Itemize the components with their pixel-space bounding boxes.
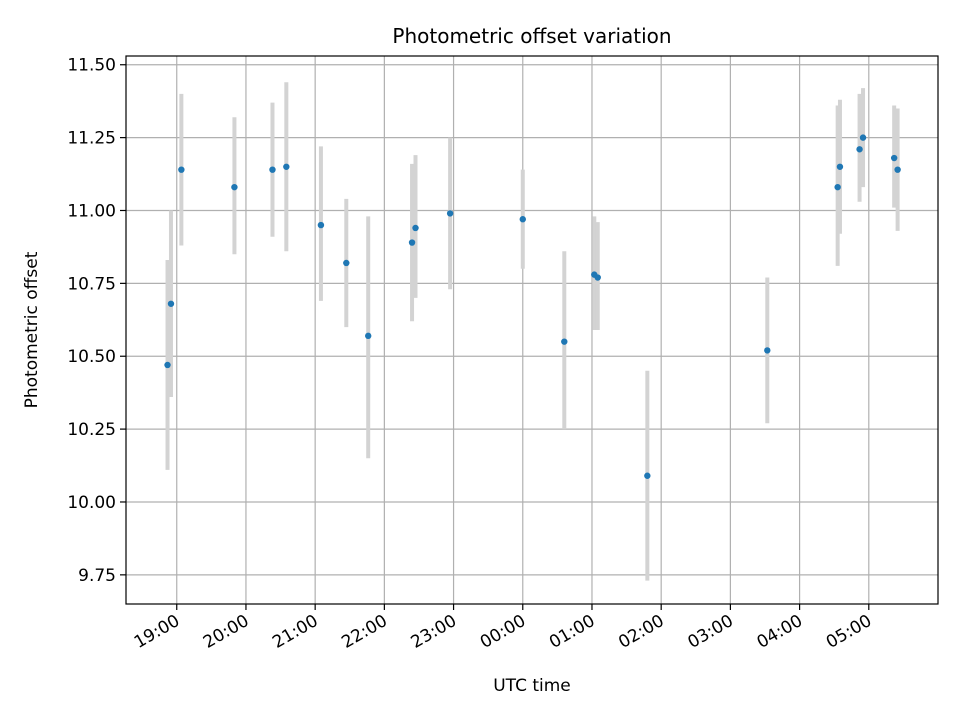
data-point <box>164 361 171 369</box>
data-point <box>561 338 568 345</box>
y-tick-label: 11.00 <box>67 201 116 221</box>
data-point <box>412 224 419 232</box>
data-point <box>834 183 841 191</box>
data-point <box>859 134 867 141</box>
data-point <box>519 216 526 223</box>
y-tick-label: 10.75 <box>67 274 116 294</box>
y-tick-label: 10.00 <box>67 493 116 513</box>
x-axis-title: UTC time <box>493 676 571 696</box>
y-axis-title: Photometric offset <box>22 251 42 408</box>
data-point <box>764 347 771 354</box>
plot-frame <box>125 55 939 605</box>
data-point <box>408 239 416 246</box>
grid-layer <box>126 56 938 604</box>
data-point <box>644 472 651 479</box>
data-point <box>178 166 185 173</box>
y-tick-label: 9.75 <box>78 566 116 586</box>
y-tick-label: 10.25 <box>67 420 116 440</box>
chart-title: Photometric offset variation <box>392 24 671 48</box>
data-point <box>594 274 601 281</box>
data-point <box>836 163 844 170</box>
y-tick-label: 11.25 <box>67 129 116 149</box>
y-tick-label: 10.50 <box>67 347 116 367</box>
data-point <box>231 183 238 191</box>
data-point <box>890 154 898 162</box>
point-layer <box>164 134 901 479</box>
data-point <box>343 259 350 267</box>
data-point <box>894 166 901 173</box>
data-point <box>283 163 290 170</box>
data-point <box>365 332 372 340</box>
y-axis: 9.75 10.00 10.25 10.50 10.75 11.00 11.25 11.50 <box>67 56 126 586</box>
y-tick-label: 11.50 <box>67 56 116 76</box>
data-point <box>856 146 863 153</box>
data-point <box>317 221 325 229</box>
data-point <box>446 210 454 217</box>
data-point <box>269 166 276 173</box>
data-point <box>167 300 175 307</box>
